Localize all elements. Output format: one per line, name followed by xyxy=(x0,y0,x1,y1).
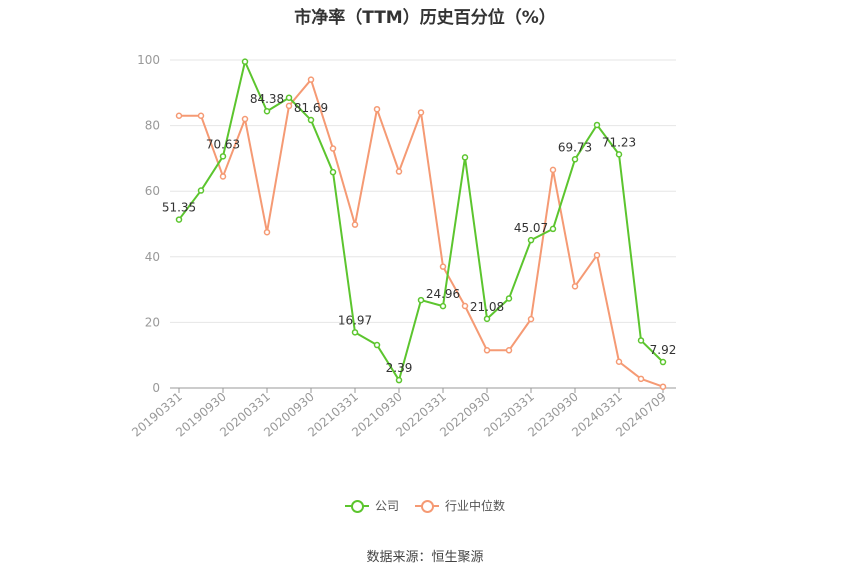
data-label: 16.97 xyxy=(338,313,372,327)
data-point-company xyxy=(593,121,601,129)
data-point-industry xyxy=(593,251,601,259)
data-point-industry xyxy=(329,145,337,152)
data-point-company xyxy=(219,153,227,160)
legend-label-industry: 行业中位数 xyxy=(445,499,506,513)
data-label: 84.38 xyxy=(250,92,284,106)
data-point-company xyxy=(395,376,403,384)
data-point-company xyxy=(175,216,183,223)
data-point-industry xyxy=(505,347,513,354)
data-point-company xyxy=(615,151,623,158)
y-tick-label: 20 xyxy=(145,315,160,329)
source-note: 数据来源：恒生聚源 xyxy=(366,550,484,565)
data-point-company xyxy=(329,168,337,176)
data-point-industry xyxy=(637,375,645,383)
data-point-company xyxy=(549,225,557,233)
data-point-industry xyxy=(285,102,293,110)
data-point-company xyxy=(307,116,315,124)
legend: 公司 行业中位数 xyxy=(0,497,850,514)
data-point-industry xyxy=(483,347,491,354)
data-label: 7.92 xyxy=(650,343,677,357)
data-point-company xyxy=(659,358,667,366)
data-point-industry xyxy=(417,109,425,116)
data-point-company xyxy=(263,107,271,115)
data-point-company xyxy=(461,154,469,161)
legend-item-company[interactable]: 公司 xyxy=(344,497,399,514)
data-labels: 51.35 70.63 84.38 81.69 16.97 2.39 24.96 21.08 4… xyxy=(162,92,677,375)
data-point-industry xyxy=(395,168,403,175)
data-point-company xyxy=(351,329,359,336)
axes: 0204060801002019033120190930202003312020… xyxy=(129,53,676,440)
data-point-company xyxy=(197,187,205,194)
data-label: 51.35 xyxy=(162,201,196,215)
y-tick-label: 100 xyxy=(137,53,160,67)
data-point-company xyxy=(285,94,293,101)
y-tick-label: 60 xyxy=(145,184,160,198)
data-label: 21.08 xyxy=(470,300,504,314)
data-point-industry xyxy=(263,228,271,236)
data-label: 81.69 xyxy=(294,101,328,115)
data-label: 69.73 xyxy=(558,140,592,154)
chart-title: 市净率（TTM）历史百分位（%） xyxy=(294,8,556,28)
data-point-company xyxy=(417,296,425,304)
y-tick-label: 80 xyxy=(145,119,160,133)
data-point-company xyxy=(483,315,491,323)
data-point-industry xyxy=(241,115,249,123)
data-label: 71.23 xyxy=(602,135,636,149)
data-point-company xyxy=(571,156,579,163)
legend-label-company: 公司 xyxy=(374,499,399,513)
data-point-company xyxy=(439,302,447,310)
data-point-industry xyxy=(549,166,557,174)
data-point-industry xyxy=(219,173,227,180)
data-point-industry xyxy=(197,112,205,120)
data-point-company xyxy=(527,236,535,244)
data-point-industry xyxy=(527,315,535,323)
data-label: 2.39 xyxy=(386,361,413,375)
data-point-industry xyxy=(571,283,579,290)
data-point-industry xyxy=(175,112,183,120)
data-point-industry xyxy=(307,76,315,83)
data-point-company xyxy=(373,341,381,349)
data-label: 45.07 xyxy=(514,221,548,235)
data-points xyxy=(175,58,667,390)
legend-swatch-company xyxy=(344,499,369,513)
data-point-industry xyxy=(439,263,447,270)
data-point-company xyxy=(241,58,249,65)
data-point-industry xyxy=(659,383,667,390)
grid-lines xyxy=(170,59,676,323)
y-tick-label: 40 xyxy=(145,250,160,264)
data-label: 24.96 xyxy=(426,287,460,301)
data-point-company xyxy=(505,295,513,302)
data-label: 70.63 xyxy=(206,137,240,151)
data-point-industry xyxy=(373,105,381,113)
data-point-company xyxy=(637,337,645,344)
legend-swatch-industry xyxy=(415,499,439,513)
legend-item-industry[interactable]: 行业中位数 xyxy=(415,497,505,514)
data-point-industry xyxy=(615,358,623,366)
data-point-industry xyxy=(351,221,359,228)
data-point-industry xyxy=(461,302,469,310)
y-tick-label: 0 xyxy=(152,381,160,395)
